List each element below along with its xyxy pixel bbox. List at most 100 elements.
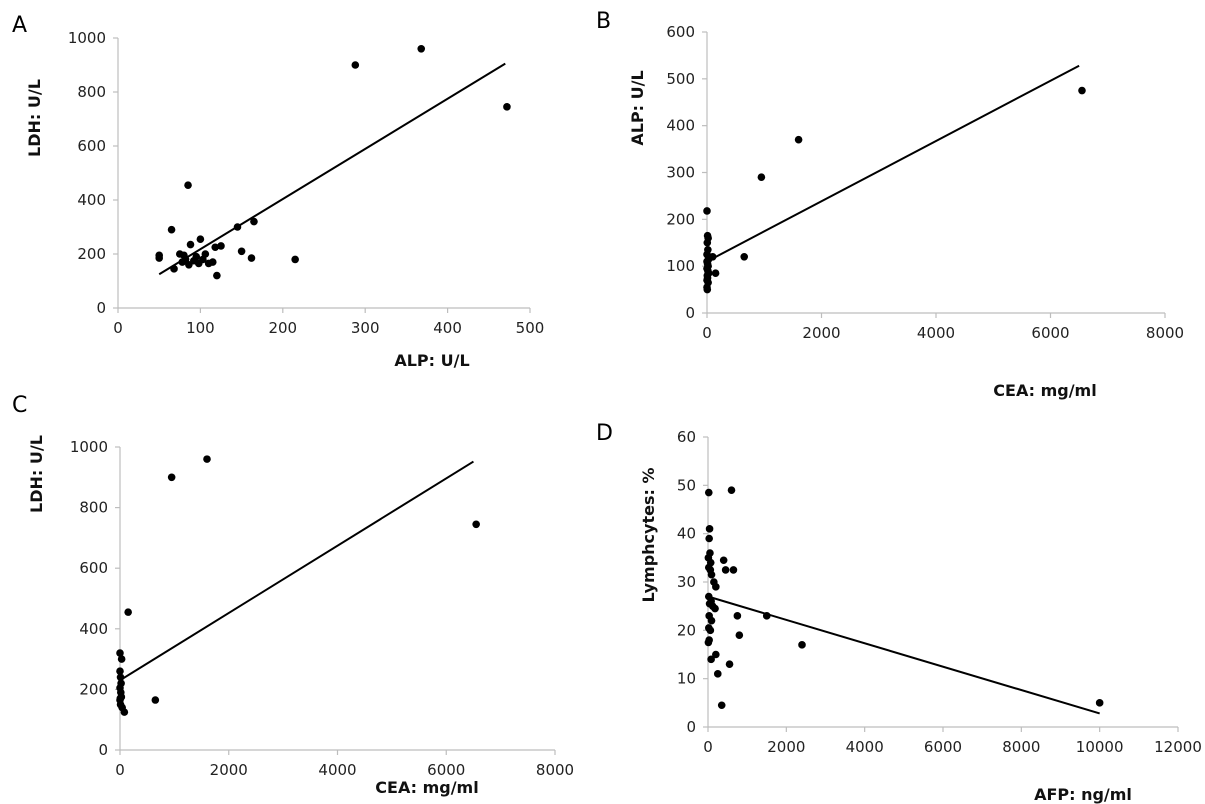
y-tick-label: 10 — [677, 670, 696, 688]
x-tick-label: 300 — [351, 319, 380, 337]
y-tick-label: 800 — [79, 499, 108, 517]
panel-label: C — [12, 393, 27, 418]
y-tick-label: 0 — [96, 299, 106, 317]
x-tick-label: 4000 — [318, 761, 356, 779]
panel-label: A — [12, 13, 27, 38]
data-point — [704, 638, 713, 647]
x-axis-label: AFP: ng/ml — [1034, 785, 1132, 804]
x-tick-label: 0 — [703, 738, 713, 756]
data-point — [711, 269, 720, 277]
x-tick-label: 0 — [115, 761, 125, 779]
data-point — [196, 235, 205, 243]
y-tick-label: 0 — [98, 741, 108, 759]
data-point — [711, 604, 719, 613]
x-tick-label: 0 — [113, 319, 123, 337]
data-point — [713, 670, 722, 678]
data-point — [712, 650, 720, 659]
data-point — [705, 525, 714, 533]
data-point — [704, 488, 713, 497]
y-axis-label: ALP: U/L — [628, 70, 647, 145]
x-tick-label: 6000 — [924, 738, 962, 756]
x-tick-label: 200 — [268, 319, 297, 337]
x-tick-label: 2000 — [210, 761, 248, 779]
y-tick-label: 0 — [685, 304, 695, 322]
chart-panel-a: 0 100 200 300 400 500 0 200 400 600 800 1000 A ALP: U… — [12, 13, 544, 370]
chart-panel-d: 0 2000 4000 6000 8000 10000 12000 0 10 20 30 40 50 60… — [596, 421, 1202, 804]
data-point — [472, 520, 480, 529]
trend-line — [119, 460, 474, 682]
data-point — [250, 217, 258, 226]
data-point — [117, 655, 126, 663]
x-tick-label: 4000 — [917, 324, 955, 342]
x-tick-label: 6000 — [427, 761, 465, 779]
y-tick-label: 50 — [677, 476, 696, 494]
trend-line — [706, 64, 1080, 263]
y-tick-label: 1000 — [68, 29, 106, 47]
data-point — [798, 641, 806, 649]
trend-line — [158, 62, 506, 276]
data-point — [503, 103, 511, 111]
x-tick-label: 2000 — [767, 738, 805, 756]
data-point — [707, 570, 716, 579]
data-point — [725, 660, 734, 668]
x-axis-label: ALP: U/L — [394, 351, 469, 370]
data-point — [705, 534, 713, 543]
data-point — [116, 667, 124, 676]
y-tick-label: 400 — [79, 620, 108, 638]
data-point — [184, 181, 192, 189]
data-point — [120, 708, 129, 716]
data-point — [727, 486, 736, 494]
data-point — [237, 247, 246, 256]
data-point — [208, 258, 217, 266]
y-tick-label: 500 — [666, 70, 695, 88]
y-axis-label: Lymphcytes: % — [639, 468, 658, 603]
y-tick-label: 600 — [666, 23, 695, 41]
data-point — [1078, 86, 1086, 95]
y-tick-label: 800 — [77, 83, 106, 101]
data-point — [703, 285, 712, 294]
panel-label: B — [596, 9, 611, 34]
data-point — [203, 455, 211, 463]
data-point — [733, 612, 742, 620]
data-point — [217, 242, 225, 250]
y-tick-label: 100 — [666, 257, 695, 275]
y-axis-label: LDH: U/L — [27, 435, 46, 513]
y-axis-label: LDH: U/L — [25, 79, 44, 157]
y-tick-label: 200 — [79, 680, 108, 698]
y-tick-label: 60 — [677, 428, 696, 446]
data-point — [721, 566, 730, 574]
data-point — [703, 207, 711, 215]
y-tick-label: 600 — [77, 137, 106, 155]
y-tick-label: 0 — [686, 718, 696, 736]
data-point — [211, 243, 220, 252]
y-tick-label: 200 — [77, 245, 106, 263]
x-tick-label: 6000 — [1031, 324, 1069, 342]
x-tick-label: 2000 — [802, 324, 840, 342]
data-point — [213, 271, 221, 280]
data-point — [740, 252, 749, 261]
data-point — [706, 626, 715, 635]
panel-label: D — [596, 421, 613, 446]
x-tick-label: 8000 — [1146, 324, 1184, 342]
y-tick-label: 300 — [666, 164, 695, 182]
data-point — [351, 61, 360, 69]
x-axis-label: CEA: mg/ml — [993, 381, 1096, 400]
data-point — [151, 696, 160, 704]
data-point — [186, 240, 195, 249]
data-point — [124, 608, 132, 616]
data-point — [116, 694, 125, 703]
trend-line — [707, 595, 1100, 715]
data-point — [707, 655, 715, 664]
data-point — [201, 250, 210, 258]
y-tick-label: 200 — [666, 210, 695, 228]
data-point — [192, 252, 201, 261]
x-tick-label: 10000 — [1076, 738, 1124, 756]
data-point — [757, 173, 766, 181]
x-tick-label: 8000 — [536, 761, 574, 779]
data-point — [116, 649, 124, 657]
data-point — [167, 225, 176, 234]
chart-panel-c: 0 2000 4000 6000 8000 0 200 400 600 800 1000 C CEA: … — [12, 393, 574, 797]
x-axis-label: CEA: mg/ml — [375, 778, 478, 797]
x-tick-label: 12000 — [1154, 738, 1202, 756]
